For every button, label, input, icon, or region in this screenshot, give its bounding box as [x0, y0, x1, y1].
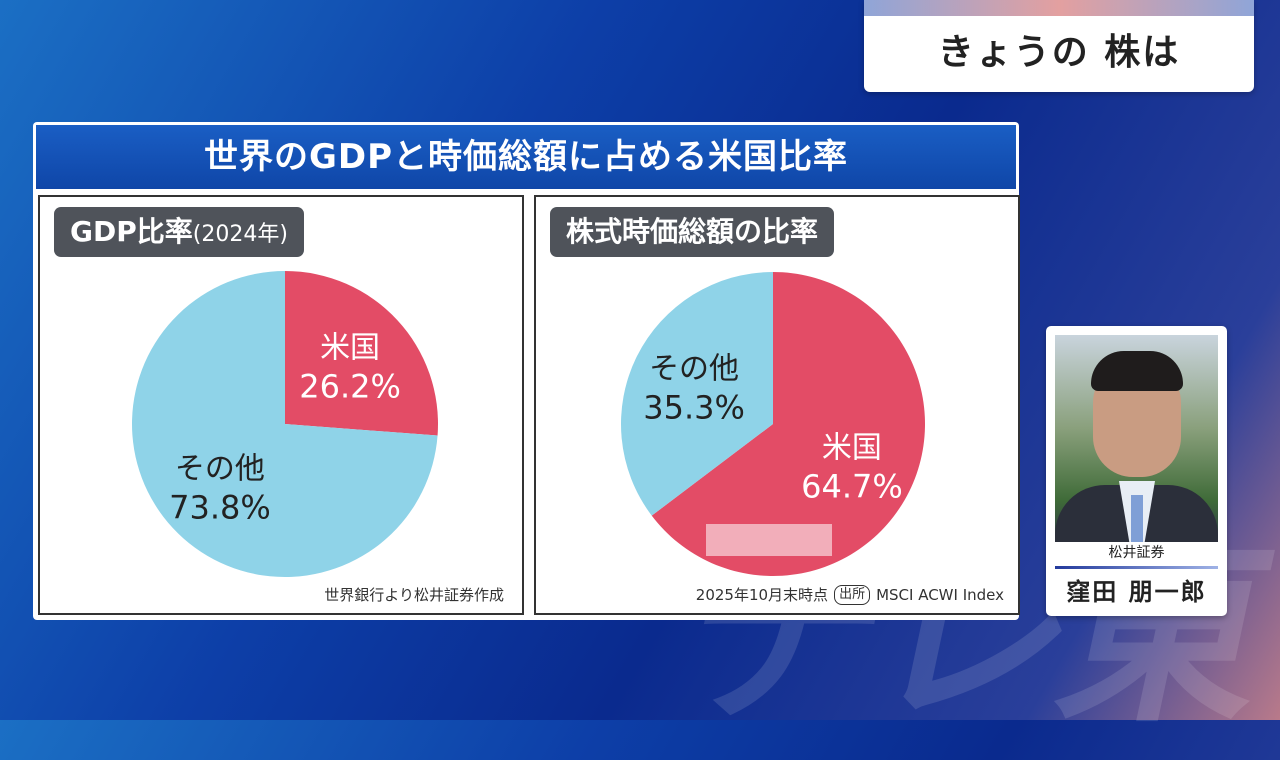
overlay-rect: [706, 524, 832, 556]
gdp-slice-us: [285, 271, 438, 436]
market-cap-slice-us: [651, 272, 925, 576]
date-note: 2025年10月末時点: [695, 586, 829, 604]
source-text: MSCI ACWI Index: [876, 585, 1004, 604]
market-cap-slice-label: その他: [649, 352, 739, 387]
gdp-chart-title-note: (2024年): [192, 222, 288, 247]
source-badge: 出所: [834, 584, 871, 605]
market-cap-slice-value: 64.7%: [801, 467, 903, 505]
gdp-chart-title: GDP比率(2024年): [54, 207, 304, 257]
commentator-company: 松井証券: [1108, 545, 1165, 561]
gdp-slice-label: 米国: [320, 331, 380, 366]
panel-title: 世界のGDPと時価総額に占める米国比率: [36, 125, 1016, 189]
market-cap-chart-title: 株式時価総額の比率: [550, 207, 835, 257]
gdp-source: 世界銀行より松井証券作成: [324, 586, 504, 604]
market-cap-source: 2025年10月末時点 出所 MSCI ACWI Index: [696, 584, 1004, 605]
program-strip: [864, 0, 1254, 16]
gdp-slice-label: その他: [175, 451, 265, 486]
gdp-slice-other: [132, 271, 438, 577]
market-cap-slice-other: [621, 272, 773, 516]
commentator-card: 松井証券 窪田 朋一郎: [1046, 326, 1227, 616]
commentator-name: 窪田 朋一郎: [1066, 578, 1207, 606]
gdp-chart-box: 米国 26.2% その他 73.8% GDP比率(2024年) 世界銀行より松井証券作…: [38, 195, 524, 615]
market-cap-slice-label: 米国: [822, 430, 882, 465]
program-title: きょうの 株は: [937, 32, 1181, 73]
market-cap-slice-value: 35.3%: [643, 389, 745, 427]
chart-panel: 世界のGDPと時価総額に占める米国比率 米国 26.2% その他 73.8% GDP比…: [33, 122, 1020, 620]
gdp-chart-title-main: GDP比率: [70, 215, 193, 248]
company-divider: [1055, 566, 1218, 569]
program-badge: きょうの 株は: [864, 0, 1254, 92]
commentator-photo: [1055, 335, 1218, 542]
gdp-slice-value: 73.8%: [169, 488, 271, 526]
gdp-slice-value: 26.2%: [299, 368, 401, 406]
